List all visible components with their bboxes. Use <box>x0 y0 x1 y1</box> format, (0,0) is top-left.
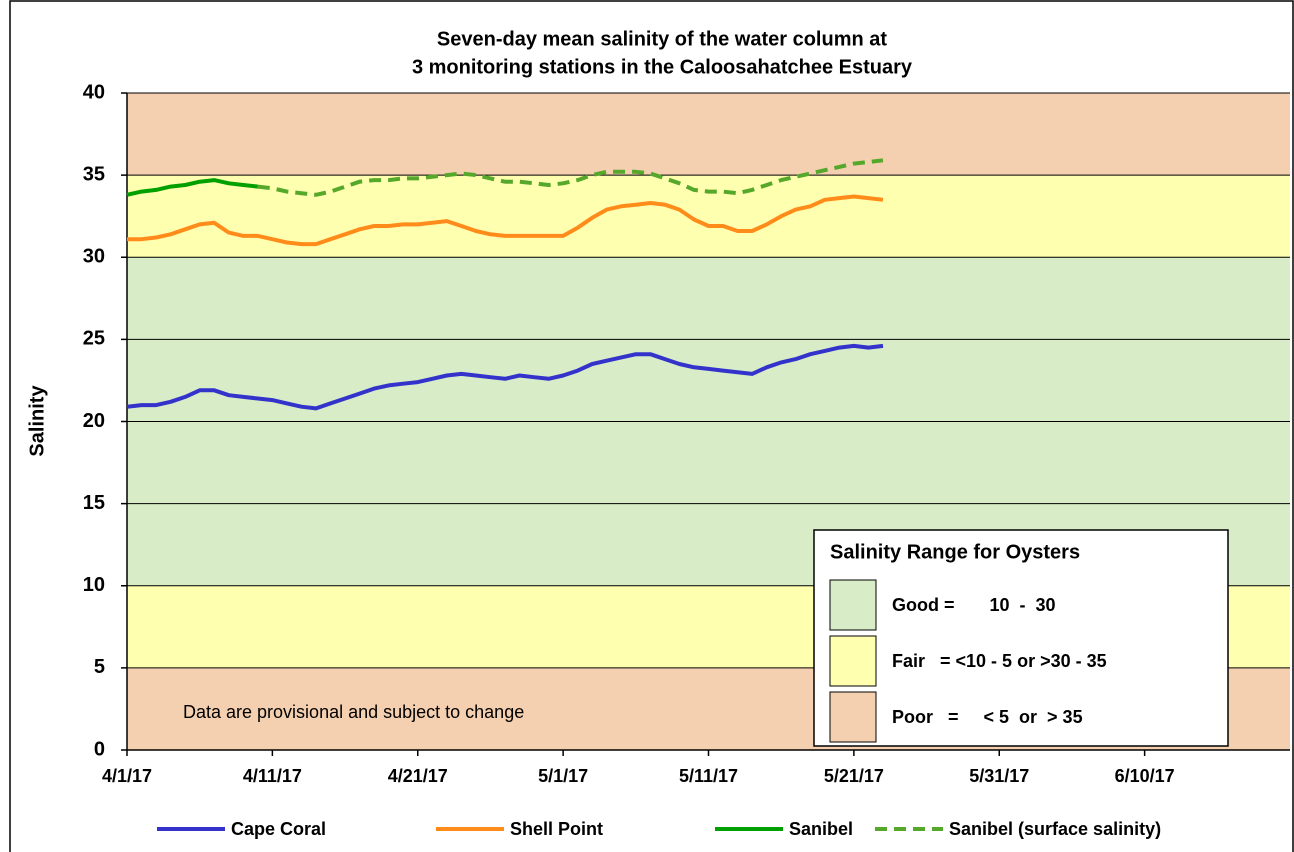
range-legend-box <box>813 529 1229 747</box>
y-tick-label: 40 <box>83 81 105 103</box>
chart-title: Seven-day mean salinity of the water col… <box>437 28 887 50</box>
y-tick-label: 20 <box>83 410 105 432</box>
range-legend-swatch <box>829 691 877 743</box>
y-tick-label: 30 <box>83 246 105 268</box>
range-legend-label: Fair = <10 - 5 or >30 - 35 <box>892 651 1107 671</box>
y-tick-label: 5 <box>94 656 105 678</box>
x-tick-label: 6/10/17 <box>1115 766 1175 786</box>
x-tick-label: 5/21/17 <box>824 766 884 786</box>
series-line <box>127 194 884 247</box>
range-legend-swatch <box>829 635 877 687</box>
x-tick-label: 5/1/17 <box>538 766 588 786</box>
range-legend-label: Poor = < 5 or > 35 <box>892 707 1083 727</box>
legend-label: Cape Coral <box>231 819 326 839</box>
x-tick-label: 4/21/17 <box>388 766 448 786</box>
legend-label: Sanibel (surface salinity) <box>949 819 1161 839</box>
range-legend-title: Salinity Range for Oysters <box>830 541 1080 563</box>
y-axis-label: Salinity <box>26 385 48 457</box>
legend-label: Sanibel <box>789 819 853 839</box>
x-tick-label: 4/11/17 <box>243 766 302 786</box>
x-tick-label: 5/31/17 <box>969 766 1029 786</box>
y-tick-label: 25 <box>83 328 105 350</box>
series-line <box>126 178 259 197</box>
range-legend-label: Good = 10 - 30 <box>892 595 1056 615</box>
y-tick-label: 0 <box>94 738 105 760</box>
series-line <box>126 343 884 411</box>
y-tick-label: 10 <box>83 574 105 596</box>
y-tick-label: 35 <box>83 163 105 185</box>
chart-title: 3 monitoring stations in the Caloosahatc… <box>412 56 913 78</box>
legend-label: Shell Point <box>510 819 603 839</box>
x-tick-label: 4/1/17 <box>102 766 152 786</box>
range-legend-swatch <box>829 579 877 631</box>
series-line <box>257 158 884 197</box>
range-band <box>127 93 1290 176</box>
annotation: Data are provisional and subject to chan… <box>183 702 524 722</box>
x-tick-label: 5/11/17 <box>679 766 738 786</box>
y-tick-label: 15 <box>83 492 105 514</box>
